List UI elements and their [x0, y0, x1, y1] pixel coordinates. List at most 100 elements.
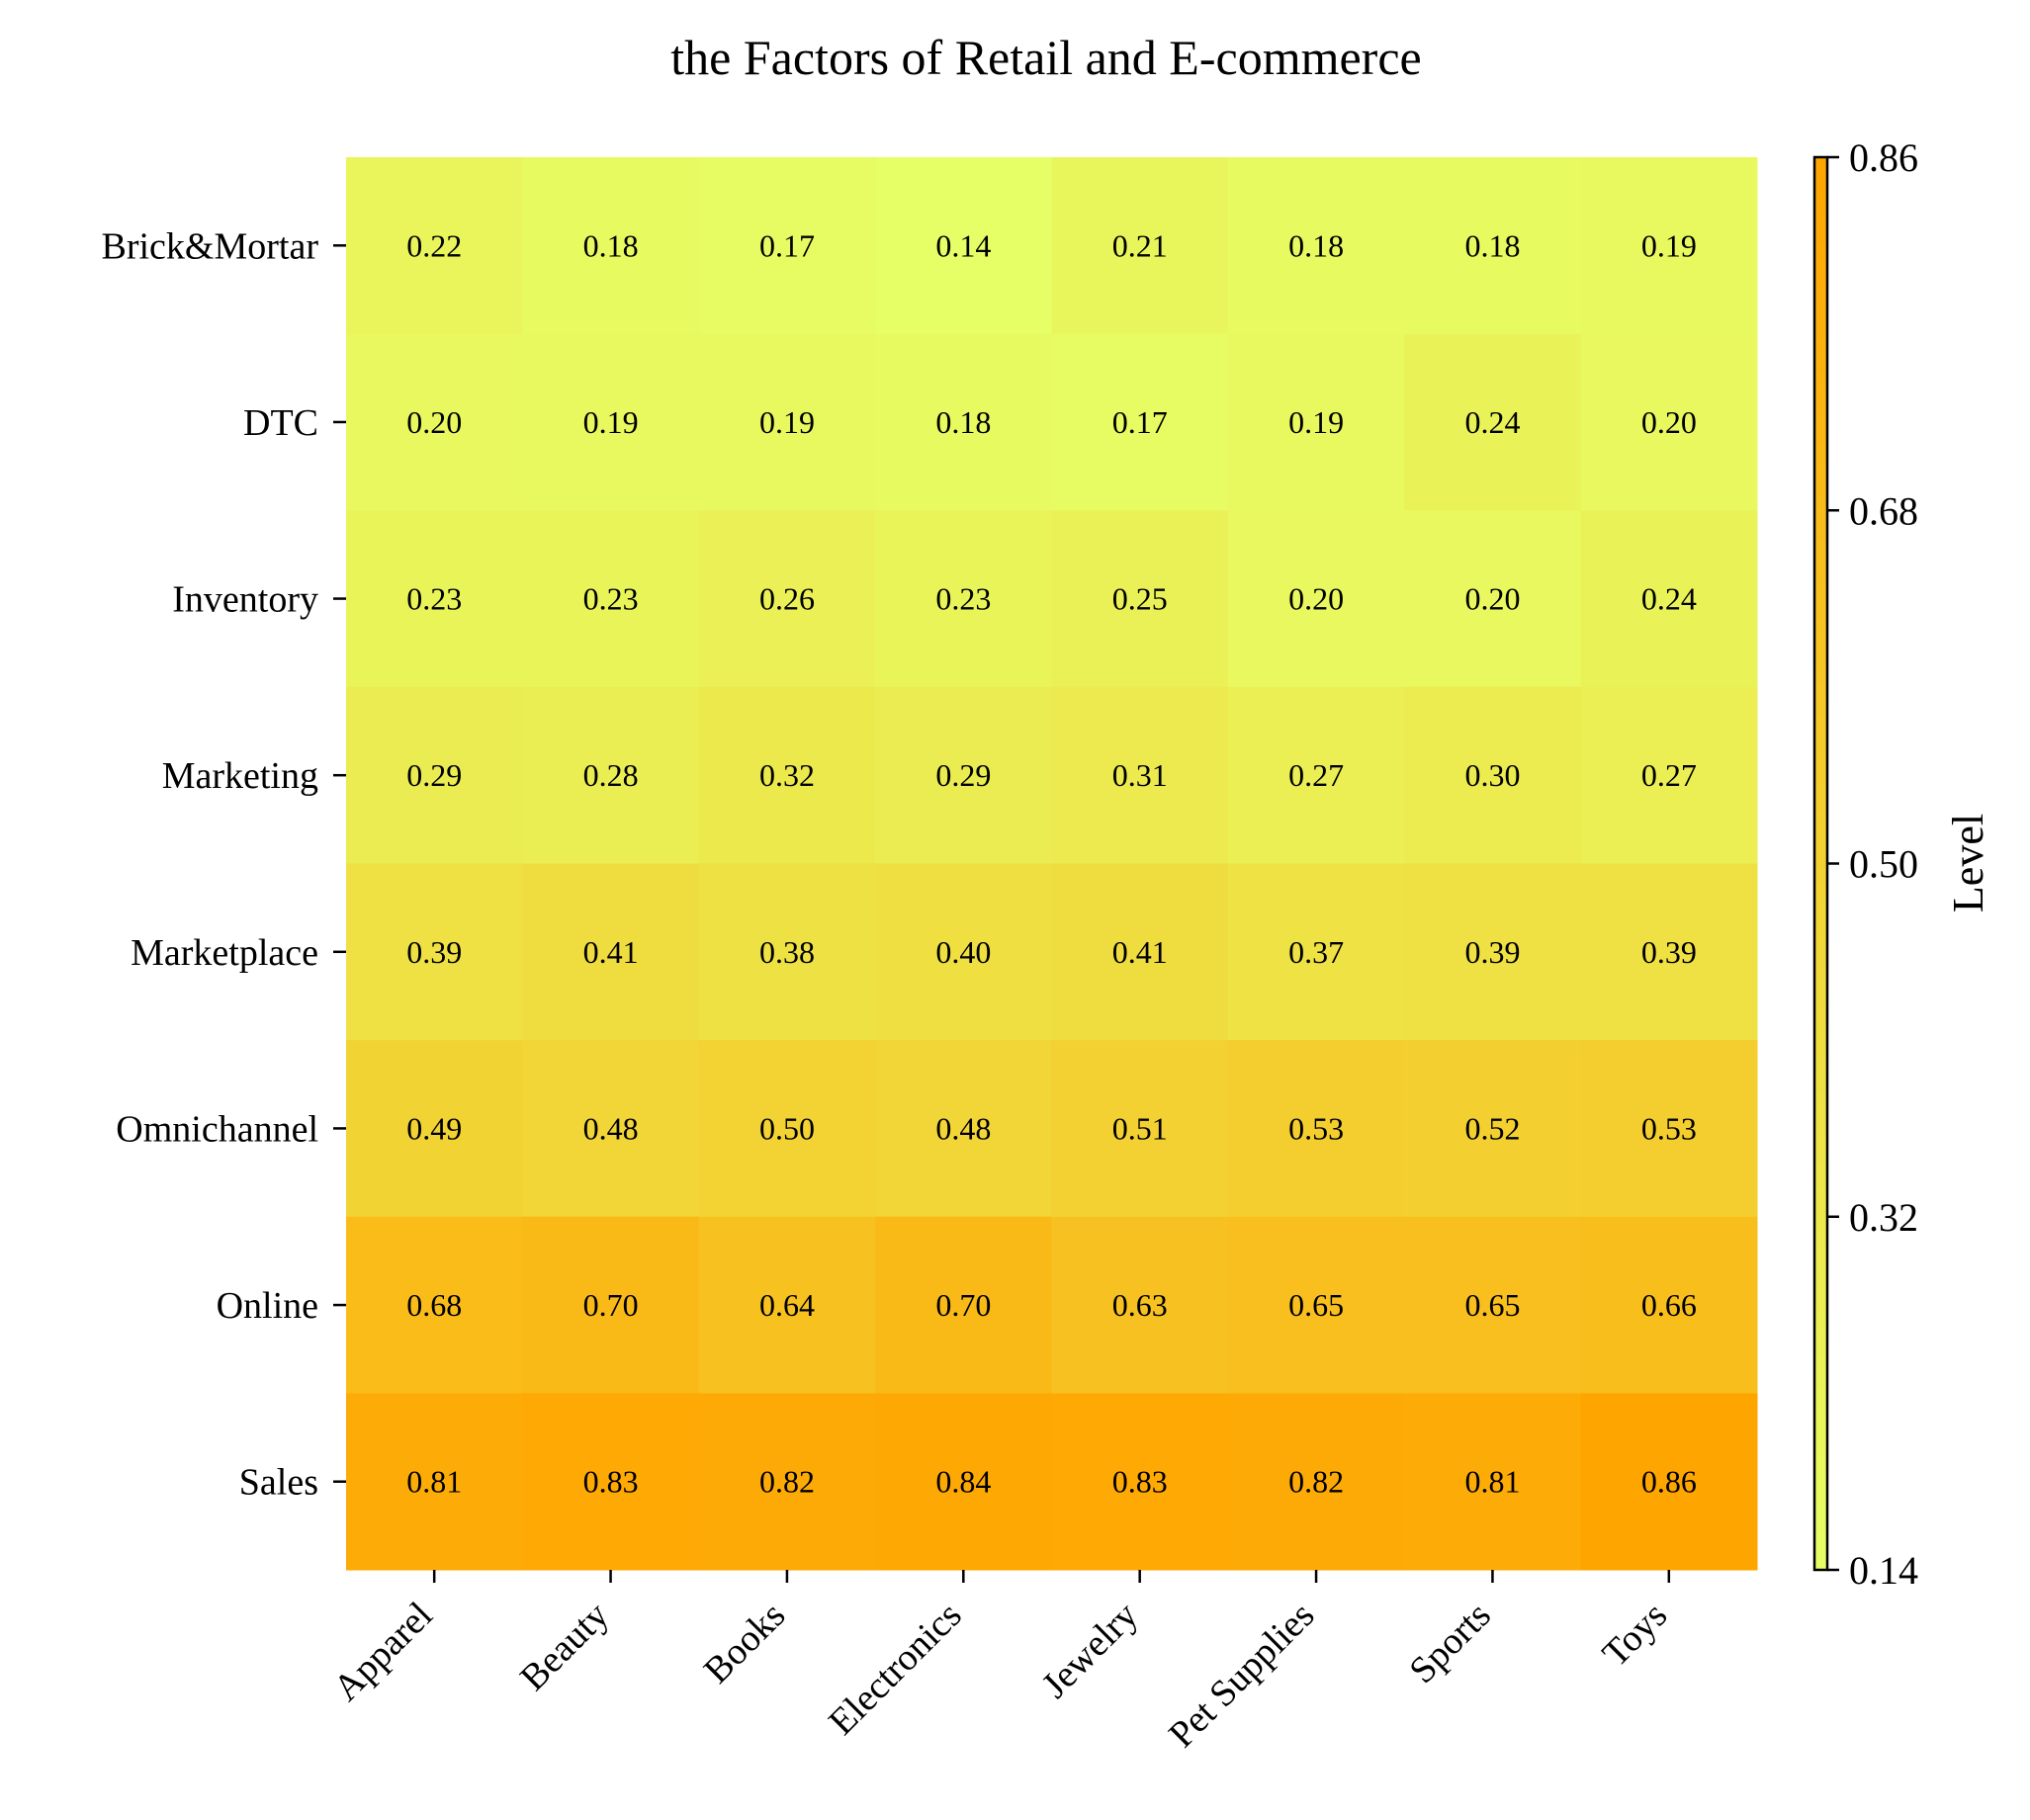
- cell-value-label: 0.18: [935, 404, 991, 440]
- heatmap-cell: [1051, 1393, 1229, 1571]
- cell-value-label: 0.32: [759, 757, 815, 793]
- heatmap-cell: [1227, 686, 1405, 864]
- cell-value-label: 0.23: [583, 581, 639, 617]
- cell-value-label: 0.51: [1112, 1110, 1168, 1146]
- chart-title: the Factors of Retail and E-commerce: [670, 30, 1421, 85]
- cell-value-label: 0.17: [759, 227, 815, 263]
- heatmap-cell: [522, 510, 700, 688]
- heatmap-cell: [522, 1393, 700, 1571]
- column-label: Toys: [1595, 1595, 1676, 1676]
- cell-value-label: 0.84: [935, 1464, 991, 1500]
- heatmap-cell: [1404, 686, 1582, 864]
- heatmap-cell: [1580, 1040, 1758, 1218]
- heatmap-cell: [346, 686, 523, 864]
- cell-value-label: 0.20: [1641, 404, 1697, 440]
- cell-value-label: 0.50: [759, 1110, 815, 1146]
- heatmap-cell: [1580, 863, 1758, 1041]
- colorbar-gradient: [1812, 155, 1829, 1572]
- heatmap-cell: [522, 686, 700, 864]
- cell-value-label: 0.68: [406, 1287, 462, 1323]
- heatmap-cell: [1580, 333, 1758, 511]
- row-label: Online: [217, 1285, 318, 1327]
- heatmap-cell: [522, 863, 700, 1041]
- heatmap-cell: [346, 1040, 523, 1218]
- cell-value-label: 0.18: [583, 227, 639, 263]
- cell-value-label: 0.19: [1288, 404, 1344, 440]
- cell-value-label: 0.48: [583, 1110, 639, 1146]
- heatmap-cell: [1227, 1216, 1405, 1394]
- cell-value-label: 0.18: [1464, 227, 1520, 263]
- cell-value-label: 0.48: [935, 1110, 991, 1146]
- heatmap-cell: [522, 1040, 700, 1218]
- column-label: Apparel: [325, 1595, 440, 1709]
- heatmap-cell: [698, 333, 876, 511]
- cell-value-label: 0.19: [759, 404, 815, 440]
- cell-value-label: 0.27: [1288, 757, 1344, 793]
- heatmap-cell: [522, 1216, 700, 1394]
- cell-value-label: 0.70: [583, 1287, 639, 1323]
- cell-value-label: 0.41: [1112, 934, 1168, 970]
- cell-value-label: 0.39: [1464, 934, 1520, 970]
- heatmap-cell: [875, 1393, 1052, 1571]
- heatmap-cell: [1580, 1216, 1758, 1394]
- heatmap-cell: [1227, 157, 1405, 335]
- cell-value-label: 0.24: [1641, 581, 1697, 617]
- row-label: Marketing: [162, 755, 318, 797]
- heatmap-cell: [698, 863, 876, 1041]
- column-label: Sports: [1401, 1595, 1498, 1691]
- cell-value-label: 0.30: [1464, 757, 1520, 793]
- heatmap-cell: [1227, 863, 1405, 1041]
- heatmap-cell: [1580, 157, 1758, 335]
- cell-value-label: 0.19: [583, 404, 639, 440]
- heatmap-cell: [1051, 333, 1229, 511]
- heatmap-cell: [1051, 510, 1229, 688]
- column-labels: Apparel Beauty Books Electronics Jewelry Pet …: [325, 1570, 1675, 1756]
- colorbar-label: Level: [1944, 814, 1992, 912]
- heatmap-cell: [1051, 1216, 1229, 1394]
- heatmap-cell: [1051, 686, 1229, 864]
- cell-value-label: 0.29: [406, 757, 462, 793]
- heatmap-cell: [698, 510, 876, 688]
- cell-value-label: 0.38: [759, 934, 815, 970]
- colorbar-tick-label: 0.14: [1849, 1548, 1918, 1593]
- cell-value-label: 0.52: [1464, 1110, 1520, 1146]
- heatmap-cell: [698, 1216, 876, 1394]
- cell-value-label: 0.28: [583, 757, 639, 793]
- cell-value-label: 0.81: [1464, 1464, 1520, 1500]
- heatmap-cell: [522, 157, 700, 335]
- cell-value-label: 0.86: [1641, 1464, 1697, 1500]
- heatmap-cell: [1404, 1216, 1582, 1394]
- row-label: Sales: [239, 1462, 318, 1504]
- column-label: Pet Supplies: [1161, 1595, 1322, 1756]
- column-label: Electronics: [821, 1595, 970, 1744]
- cell-value-label: 0.39: [406, 934, 462, 970]
- heatmap-cell: [1580, 686, 1758, 864]
- heatmap-cell: [346, 157, 523, 335]
- cell-value-label: 0.65: [1464, 1287, 1520, 1323]
- heatmap-cell: [698, 686, 876, 864]
- cell-value-label: 0.20: [1464, 581, 1520, 617]
- heatmap-cell: [1404, 157, 1582, 335]
- row-label: Brick&Mortar: [101, 225, 318, 267]
- heatmap-cell: [875, 686, 1052, 864]
- column-label: Beauty: [512, 1595, 617, 1699]
- colorbar-tick-label: 0.86: [1849, 135, 1918, 180]
- cell-value-label: 0.20: [406, 404, 462, 440]
- heatmap-cell: [1580, 510, 1758, 688]
- cell-value-label: 0.81: [406, 1464, 462, 1500]
- cell-value-label: 0.27: [1641, 757, 1697, 793]
- heatmap-cell: [1051, 1040, 1229, 1218]
- row-label: Marketplace: [131, 932, 318, 974]
- heatmap-cell: [1051, 863, 1229, 1041]
- row-label: Omnichannel: [116, 1108, 318, 1150]
- row-label: Inventory: [172, 579, 318, 621]
- heatmap-cell: [346, 863, 523, 1041]
- cell-value-label: 0.83: [1112, 1464, 1168, 1500]
- heatmap-cell: [1404, 863, 1582, 1041]
- column-label: Books: [696, 1595, 793, 1691]
- colorbar-tick-label: 0.32: [1849, 1195, 1918, 1240]
- heatmap-cell: [698, 1393, 876, 1571]
- heatmap-cell: [1404, 1393, 1582, 1571]
- heatmap-cell: [1227, 333, 1405, 511]
